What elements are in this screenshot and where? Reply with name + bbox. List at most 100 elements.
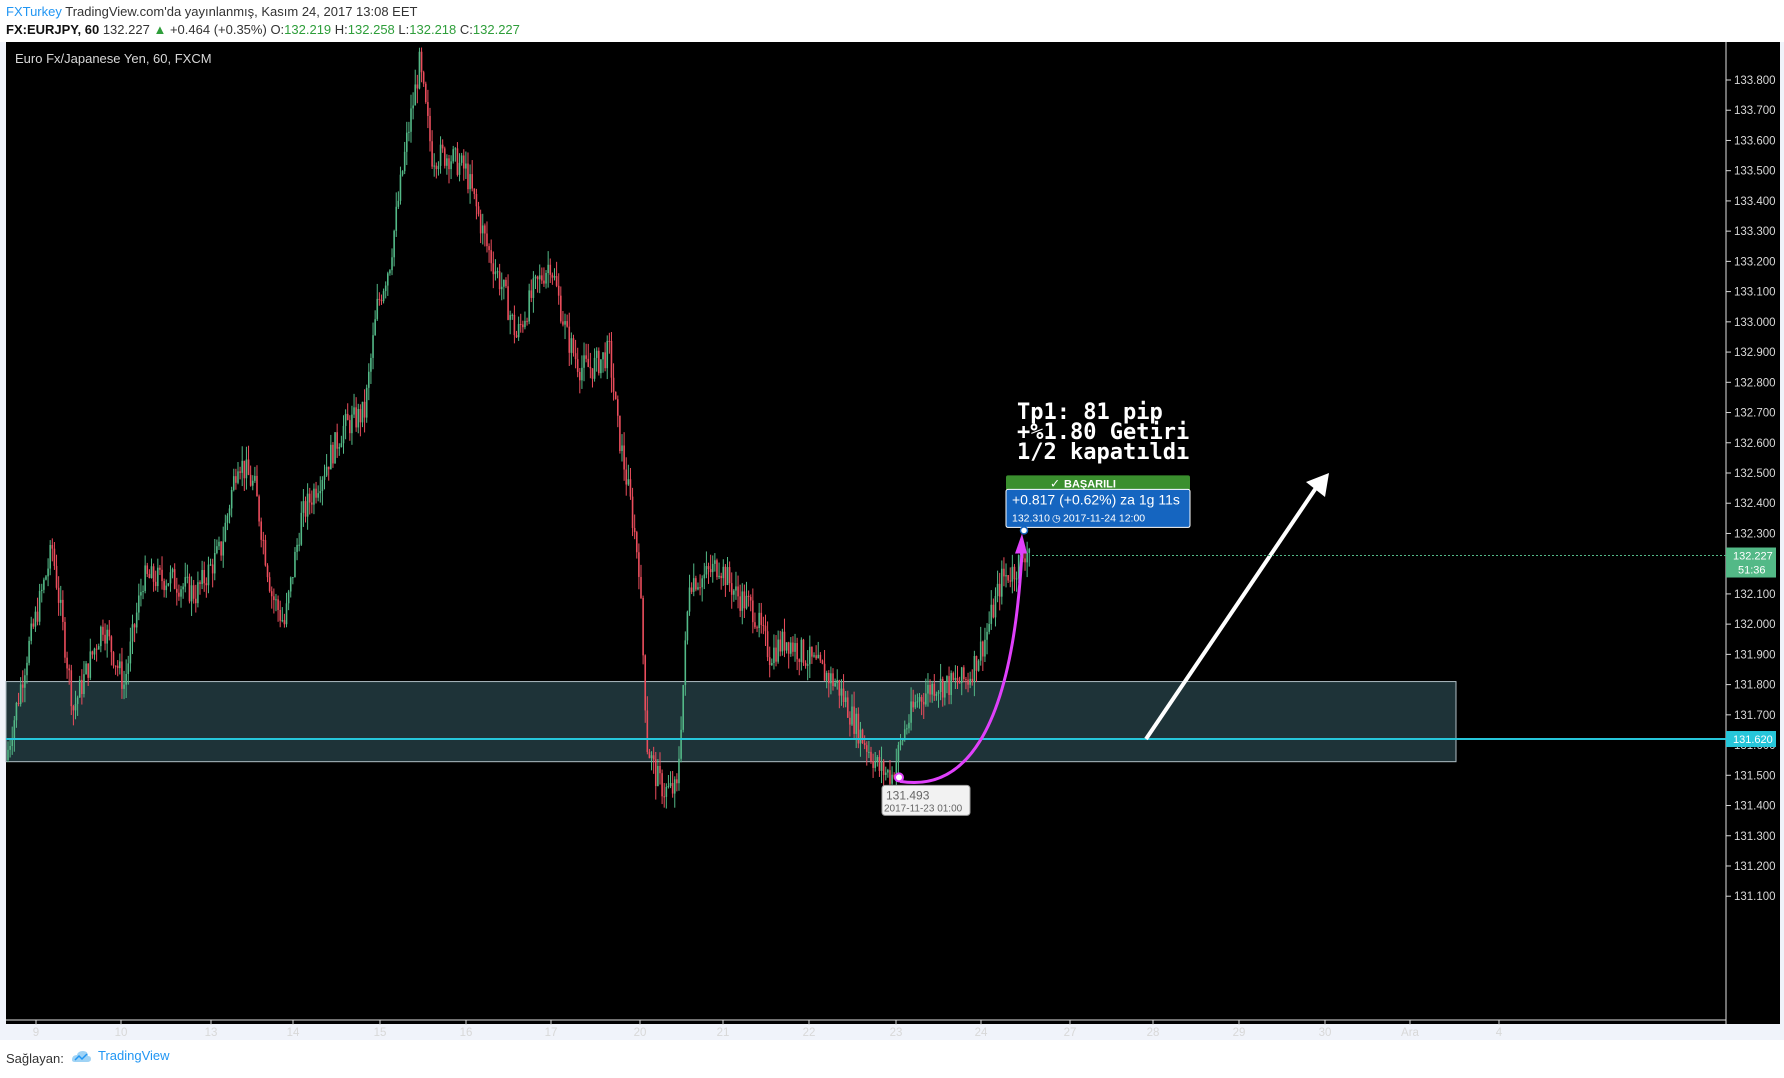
candle-body [17, 702, 20, 704]
candle-body [418, 51, 421, 89]
candle-body [992, 604, 995, 618]
candle-body [197, 582, 199, 604]
candle-body [429, 115, 431, 142]
candle-body [897, 744, 900, 763]
measure-target-dot [1019, 526, 1029, 535]
candle-body [148, 573, 151, 579]
candle-body [433, 165, 436, 167]
candle-body [492, 263, 495, 275]
candle-body [589, 366, 592, 369]
author-link[interactable]: FXTurkey [6, 4, 62, 19]
candle-body [300, 512, 303, 545]
candle-body [351, 414, 353, 434]
candle-body [173, 569, 176, 589]
candle-body [614, 391, 617, 400]
candle-body [859, 729, 862, 744]
candle-body [870, 751, 872, 762]
candle-body [640, 576, 642, 598]
candle-body [408, 131, 410, 133]
candle-body [498, 271, 501, 290]
candle-body [340, 443, 343, 448]
candle-body [994, 596, 997, 618]
candle-body [178, 592, 180, 597]
price-axis[interactable] [1726, 42, 1780, 1024]
candle-body [405, 132, 408, 152]
candle-body [106, 629, 108, 644]
price-tick-label: 132.700 [1734, 408, 1776, 420]
trade-annotation[interactable]: Tp1: 81 pip +%1.80 Getiri 1/2 kapatıldı [1017, 400, 1189, 465]
price-tick-label: 132.500 [1734, 468, 1776, 480]
candle-body [716, 560, 718, 578]
price-tick-label: 131.500 [1734, 770, 1776, 782]
candle-body [32, 623, 35, 627]
candle-body [176, 588, 178, 593]
candle-body [724, 566, 727, 586]
candle-body [937, 691, 940, 694]
footer-provided-by: Sağlayan: [6, 1051, 64, 1066]
candle-body [34, 611, 37, 627]
candle-body [941, 678, 944, 698]
price-tick-label: 131.200 [1734, 861, 1776, 873]
candle-body [549, 264, 552, 275]
price-tick-label: 133.100 [1734, 287, 1776, 299]
candle-body [454, 148, 457, 150]
candle-body [245, 459, 248, 479]
candle-body [91, 651, 94, 655]
plot-area[interactable] [6, 42, 1726, 1024]
candle-body [528, 290, 530, 322]
candle-body [935, 693, 938, 696]
candle-body [676, 779, 678, 784]
candle-body [868, 751, 870, 753]
candle-body [977, 660, 980, 671]
candle-body [201, 570, 203, 585]
trend-arrow-drawing[interactable] [1144, 477, 1324, 741]
candle-body [311, 502, 313, 505]
candle-body [456, 148, 459, 175]
candle-body [116, 665, 119, 669]
candle-body [133, 624, 136, 628]
candle-body [372, 335, 374, 358]
checkmark-icon: ✓ [1050, 476, 1060, 490]
candle-body [346, 413, 349, 421]
candle-body [192, 585, 195, 599]
candle-body [273, 596, 275, 601]
candle-body [186, 576, 189, 578]
price-axis-ticks: 131.100 131.200 131.300 131.400 131.500 131.6… [1726, 75, 1776, 903]
candle-body [165, 585, 168, 591]
candle-body [830, 673, 832, 684]
candle-body [95, 648, 98, 650]
candle-body [880, 761, 883, 771]
candle-body [167, 583, 170, 586]
candle-body [673, 779, 676, 794]
price-tick-label: 133.800 [1734, 75, 1776, 87]
candle-body [266, 565, 269, 578]
candle-body [484, 225, 486, 234]
candle-body [104, 634, 106, 644]
candle-body [998, 583, 1001, 597]
candle-body [224, 522, 227, 542]
price-chart[interactable]: 131.100 131.200 131.300 131.400 131.500 131.6… [0, 42, 1784, 1040]
high-label: H: [334, 22, 348, 37]
candle-body [595, 350, 598, 358]
candle-body [51, 544, 54, 549]
tradingview-link[interactable]: TradingView [70, 1048, 170, 1063]
date-tick-label: 30 [1319, 1027, 1332, 1039]
candle-body [650, 755, 653, 759]
candle-body [726, 567, 729, 586]
candle-body [758, 612, 760, 628]
candle-body [228, 508, 231, 516]
candle-body [412, 105, 414, 109]
low-price-marker[interactable]: 131.493 2017-11-23 01:00 [881, 772, 971, 816]
candle-body [389, 270, 391, 274]
candle-body [551, 274, 554, 278]
candle-body [477, 206, 480, 215]
time-axis-ticks: 9 10 13 14 15 16 17 20 21 22 23 24 27 28 29 30 Ara 4 [33, 1020, 1503, 1039]
candle-body [1015, 578, 1018, 580]
price-tick-label: 132.900 [1734, 347, 1776, 359]
curved-arrow-drawing[interactable] [899, 551, 1024, 784]
candle-body [368, 371, 370, 388]
candle-body [97, 646, 100, 650]
candle-body [72, 706, 75, 711]
price-measure-tool[interactable]: ✓ BAŞARILI +0.817 (+0.62%) za 1g 11s 132… [1005, 475, 1191, 535]
candle-body [591, 368, 594, 379]
